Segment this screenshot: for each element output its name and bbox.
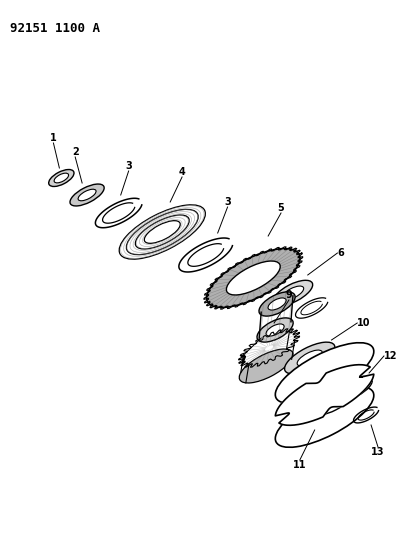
Ellipse shape [268,298,286,310]
Ellipse shape [78,189,96,201]
Text: 3: 3 [224,197,231,207]
Text: 4: 4 [179,167,186,177]
Ellipse shape [344,381,365,395]
Ellipse shape [284,342,335,374]
Text: 11: 11 [293,460,306,470]
Ellipse shape [54,173,68,183]
Text: 6: 6 [338,248,344,258]
Text: 2: 2 [72,147,78,157]
Ellipse shape [273,280,313,306]
Polygon shape [275,365,374,425]
Ellipse shape [207,248,300,308]
Text: 1: 1 [50,133,57,143]
Text: 7: 7 [239,356,246,366]
Ellipse shape [259,292,295,316]
Ellipse shape [275,387,374,447]
Ellipse shape [282,286,304,300]
Text: 10: 10 [357,318,371,328]
Ellipse shape [297,350,322,366]
Ellipse shape [70,184,104,206]
Text: 92151 1100 A: 92151 1100 A [10,22,100,35]
Ellipse shape [257,318,293,342]
Ellipse shape [313,391,352,415]
Text: 3: 3 [125,161,132,171]
Ellipse shape [266,324,284,336]
Text: 5: 5 [278,203,284,213]
Text: 9: 9 [286,290,292,300]
Ellipse shape [336,376,372,400]
Ellipse shape [275,343,374,403]
Ellipse shape [49,169,74,187]
Text: 13: 13 [371,447,385,457]
Ellipse shape [239,349,293,383]
Ellipse shape [226,261,280,295]
Text: 12: 12 [384,351,398,361]
